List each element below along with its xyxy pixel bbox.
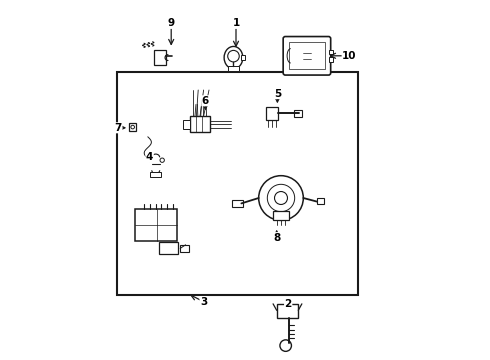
Circle shape: [259, 176, 303, 220]
Bar: [117, 72, 358, 295]
FancyBboxPatch shape: [283, 37, 331, 75]
Text: 8: 8: [273, 233, 280, 243]
Bar: [242, 55, 245, 60]
Bar: [273, 211, 289, 220]
Text: 10: 10: [342, 51, 357, 61]
Ellipse shape: [224, 46, 243, 69]
Bar: [135, 209, 176, 241]
Bar: [328, 50, 333, 54]
Text: 2: 2: [285, 299, 292, 309]
Bar: [183, 120, 190, 129]
Circle shape: [280, 340, 292, 351]
Bar: [228, 66, 239, 71]
Text: 3: 3: [200, 297, 207, 307]
Bar: [294, 110, 301, 117]
Bar: [180, 245, 189, 252]
Bar: [289, 42, 325, 69]
Text: 4: 4: [146, 152, 153, 162]
Bar: [232, 200, 243, 207]
Text: 6: 6: [202, 96, 209, 106]
Text: 7: 7: [115, 123, 122, 133]
Bar: [277, 304, 298, 318]
Circle shape: [228, 50, 239, 62]
Text: 9: 9: [168, 18, 175, 28]
Bar: [150, 172, 161, 177]
Text: 1: 1: [232, 18, 240, 28]
Bar: [266, 107, 278, 120]
Bar: [159, 242, 178, 254]
Bar: [328, 57, 333, 62]
Bar: [129, 123, 136, 131]
Text: 5: 5: [274, 89, 281, 99]
Bar: [154, 50, 167, 65]
Bar: [190, 116, 210, 132]
Bar: [317, 198, 324, 204]
Circle shape: [274, 192, 288, 204]
